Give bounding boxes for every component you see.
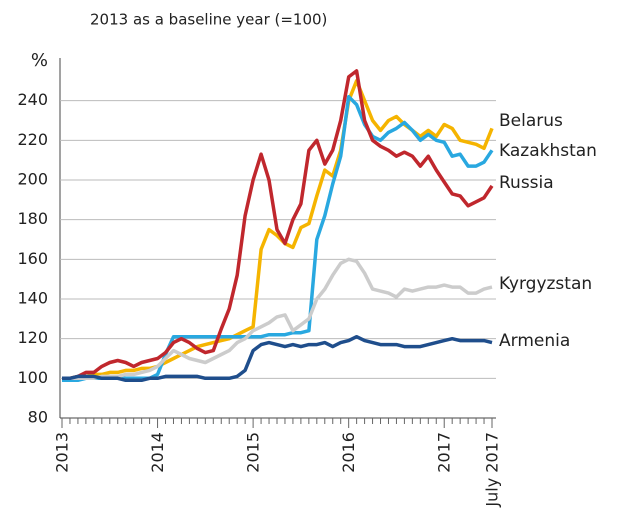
x-tick-label: 2017 bbox=[435, 432, 454, 473]
y-axis-label: % bbox=[31, 50, 48, 71]
x-tick-label: 2013 bbox=[53, 432, 72, 473]
y-tick-label: 180 bbox=[17, 209, 48, 228]
series-label: Kyrgyzstan bbox=[499, 274, 592, 294]
y-tick-label: 100 bbox=[17, 368, 48, 387]
y-tick-label: 80 bbox=[28, 408, 48, 427]
series-label: Russia bbox=[499, 173, 554, 193]
series-line bbox=[62, 69, 494, 381]
y-tick-label: 160 bbox=[17, 249, 48, 268]
series-label: Kazakhstan bbox=[499, 141, 597, 161]
series-label: Armenia bbox=[499, 331, 570, 351]
x-tick-label: 2015 bbox=[244, 432, 263, 473]
x-tick-label: July 2017 bbox=[483, 432, 502, 508]
series-line bbox=[62, 79, 494, 381]
series-label: Belarus bbox=[499, 111, 563, 131]
y-tick-label: 140 bbox=[17, 289, 48, 308]
y-tick-label: 240 bbox=[17, 90, 48, 109]
chart-subtitle: 2013 as a baseline year (=100) bbox=[90, 11, 327, 29]
series-line bbox=[62, 94, 494, 383]
x-tick-label: 2016 bbox=[339, 432, 358, 473]
series-line bbox=[62, 334, 493, 383]
y-tick-label: 200 bbox=[17, 170, 48, 189]
x-tick-label: 2014 bbox=[148, 432, 167, 473]
y-tick-label: 120 bbox=[17, 328, 48, 347]
series-line bbox=[62, 257, 493, 381]
y-tick-label: 220 bbox=[17, 130, 48, 149]
